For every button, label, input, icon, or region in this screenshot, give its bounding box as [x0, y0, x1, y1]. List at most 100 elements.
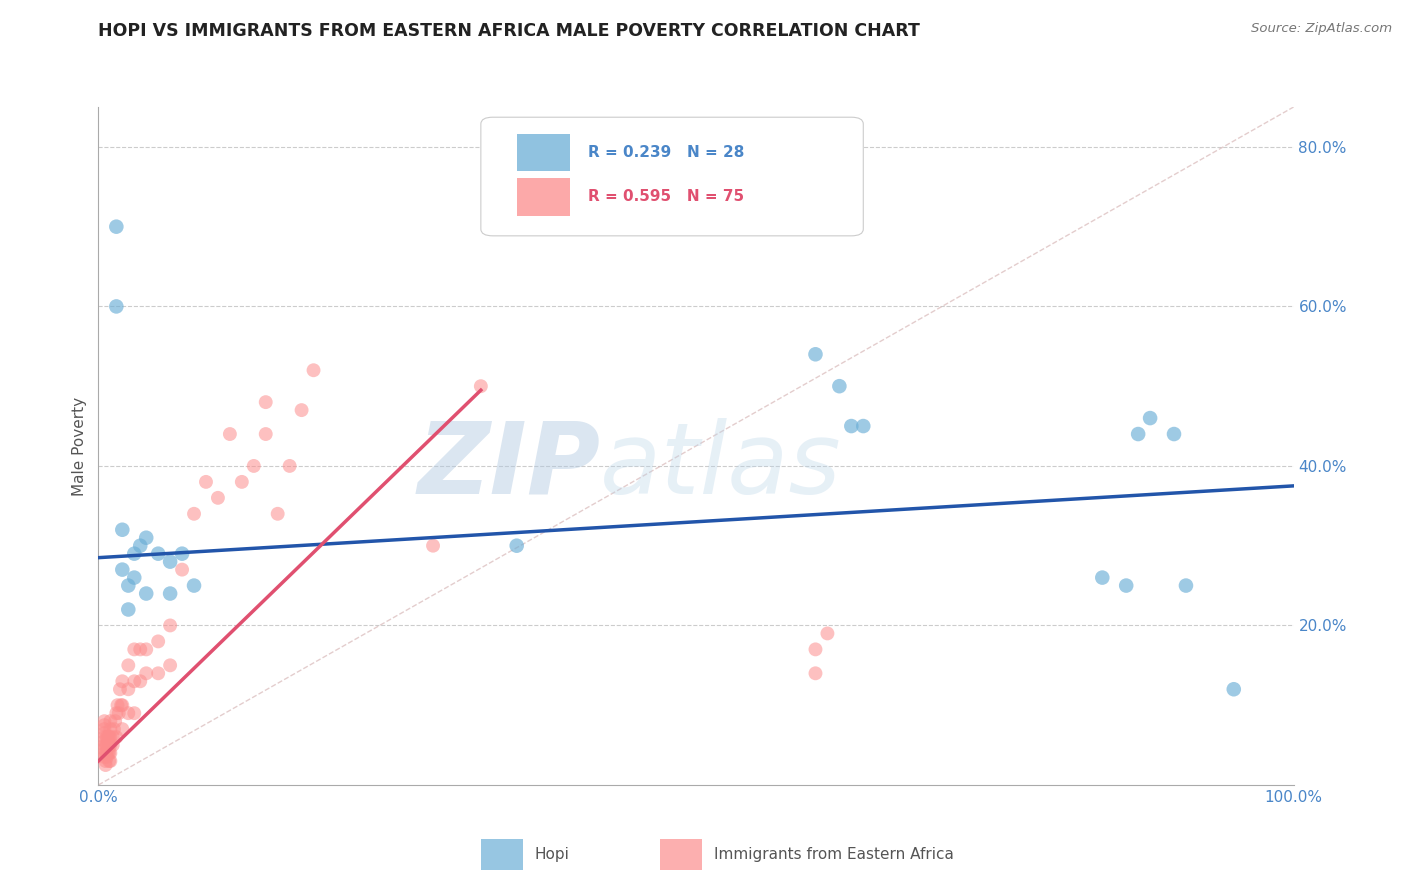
Point	[96, 738, 118, 752]
Point	[470, 379, 492, 393]
Point	[254, 395, 277, 409]
Point	[135, 586, 157, 600]
Point	[117, 602, 139, 616]
Point	[117, 658, 139, 673]
Point	[117, 706, 139, 721]
Point	[278, 458, 301, 473]
Text: R = 0.595   N = 75: R = 0.595 N = 75	[589, 189, 745, 204]
Point	[159, 555, 181, 569]
Point	[231, 475, 253, 489]
Point	[804, 347, 827, 361]
Point	[267, 507, 290, 521]
Point	[93, 730, 115, 744]
Point	[111, 698, 134, 713]
Point	[111, 523, 134, 537]
Point	[98, 730, 122, 744]
Point	[111, 674, 134, 689]
Point	[93, 750, 115, 764]
Point	[94, 738, 117, 752]
Point	[101, 738, 124, 752]
Point	[172, 563, 194, 577]
Point	[290, 403, 312, 417]
Point	[135, 531, 157, 545]
Point	[124, 706, 146, 721]
Point	[98, 754, 121, 768]
Point	[124, 571, 146, 585]
Point	[124, 547, 146, 561]
Point	[111, 563, 134, 577]
Point	[105, 706, 128, 721]
Point	[219, 427, 242, 442]
Point	[97, 730, 120, 744]
Point	[1091, 571, 1114, 585]
Point	[148, 666, 170, 681]
Point	[148, 634, 170, 648]
Point	[96, 746, 118, 760]
Point	[129, 539, 152, 553]
Point	[97, 746, 120, 760]
Point	[183, 578, 205, 592]
Text: ZIP: ZIP	[418, 417, 600, 515]
Point	[98, 738, 121, 752]
Point	[302, 363, 325, 377]
Point	[93, 726, 115, 740]
FancyBboxPatch shape	[481, 839, 523, 870]
Point	[243, 458, 266, 473]
Point	[93, 714, 115, 728]
Point	[159, 586, 181, 600]
Point	[148, 547, 170, 561]
Point	[103, 722, 125, 736]
Point	[105, 300, 128, 314]
FancyBboxPatch shape	[517, 178, 571, 216]
Point	[117, 682, 139, 697]
Point	[815, 626, 838, 640]
Point	[105, 730, 128, 744]
Point	[129, 642, 152, 657]
Point	[254, 427, 277, 442]
Text: atlas: atlas	[600, 417, 842, 515]
Point	[105, 219, 128, 234]
Point	[135, 642, 157, 657]
Point	[107, 706, 129, 721]
Point	[111, 722, 134, 736]
Point	[93, 746, 115, 760]
Point	[183, 507, 205, 521]
Text: R = 0.239   N = 28: R = 0.239 N = 28	[589, 145, 745, 161]
Point	[1163, 427, 1185, 442]
Point	[98, 754, 122, 768]
Point	[93, 734, 115, 748]
Point	[804, 642, 827, 657]
Point	[117, 578, 139, 592]
Point	[506, 539, 529, 553]
Point	[93, 722, 115, 736]
Point	[96, 730, 118, 744]
Point	[104, 714, 127, 728]
Point	[1115, 578, 1137, 592]
Point	[1175, 578, 1198, 592]
Point	[124, 642, 146, 657]
Point	[828, 379, 851, 393]
Point	[98, 746, 121, 760]
FancyBboxPatch shape	[661, 839, 702, 870]
Point	[110, 698, 132, 713]
Point	[94, 746, 117, 760]
Point	[96, 750, 118, 764]
Y-axis label: Male Poverty: Male Poverty	[72, 396, 87, 496]
Point	[1222, 682, 1246, 697]
Point	[159, 618, 181, 632]
Point	[207, 491, 229, 505]
Point	[1139, 411, 1161, 425]
Point	[422, 539, 444, 553]
Text: HOPI VS IMMIGRANTS FROM EASTERN AFRICA MALE POVERTY CORRELATION CHART: HOPI VS IMMIGRANTS FROM EASTERN AFRICA M…	[98, 22, 921, 40]
Point	[852, 419, 875, 434]
Point	[94, 754, 117, 768]
Point	[135, 666, 157, 681]
Text: Source: ZipAtlas.com: Source: ZipAtlas.com	[1251, 22, 1392, 36]
Text: Immigrants from Eastern Africa: Immigrants from Eastern Africa	[714, 847, 953, 862]
Point	[98, 730, 121, 744]
Point	[98, 722, 122, 736]
Point	[804, 666, 827, 681]
FancyBboxPatch shape	[481, 117, 863, 235]
FancyBboxPatch shape	[517, 134, 571, 171]
Point	[93, 742, 115, 756]
